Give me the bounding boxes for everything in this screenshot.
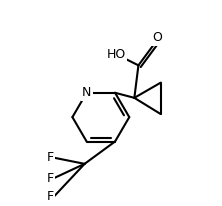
Text: N: N [82, 86, 91, 99]
Text: F: F [47, 151, 54, 164]
Text: O: O [152, 32, 162, 44]
Text: F: F [47, 172, 54, 185]
Text: F: F [47, 190, 54, 203]
Text: HO: HO [107, 48, 126, 61]
